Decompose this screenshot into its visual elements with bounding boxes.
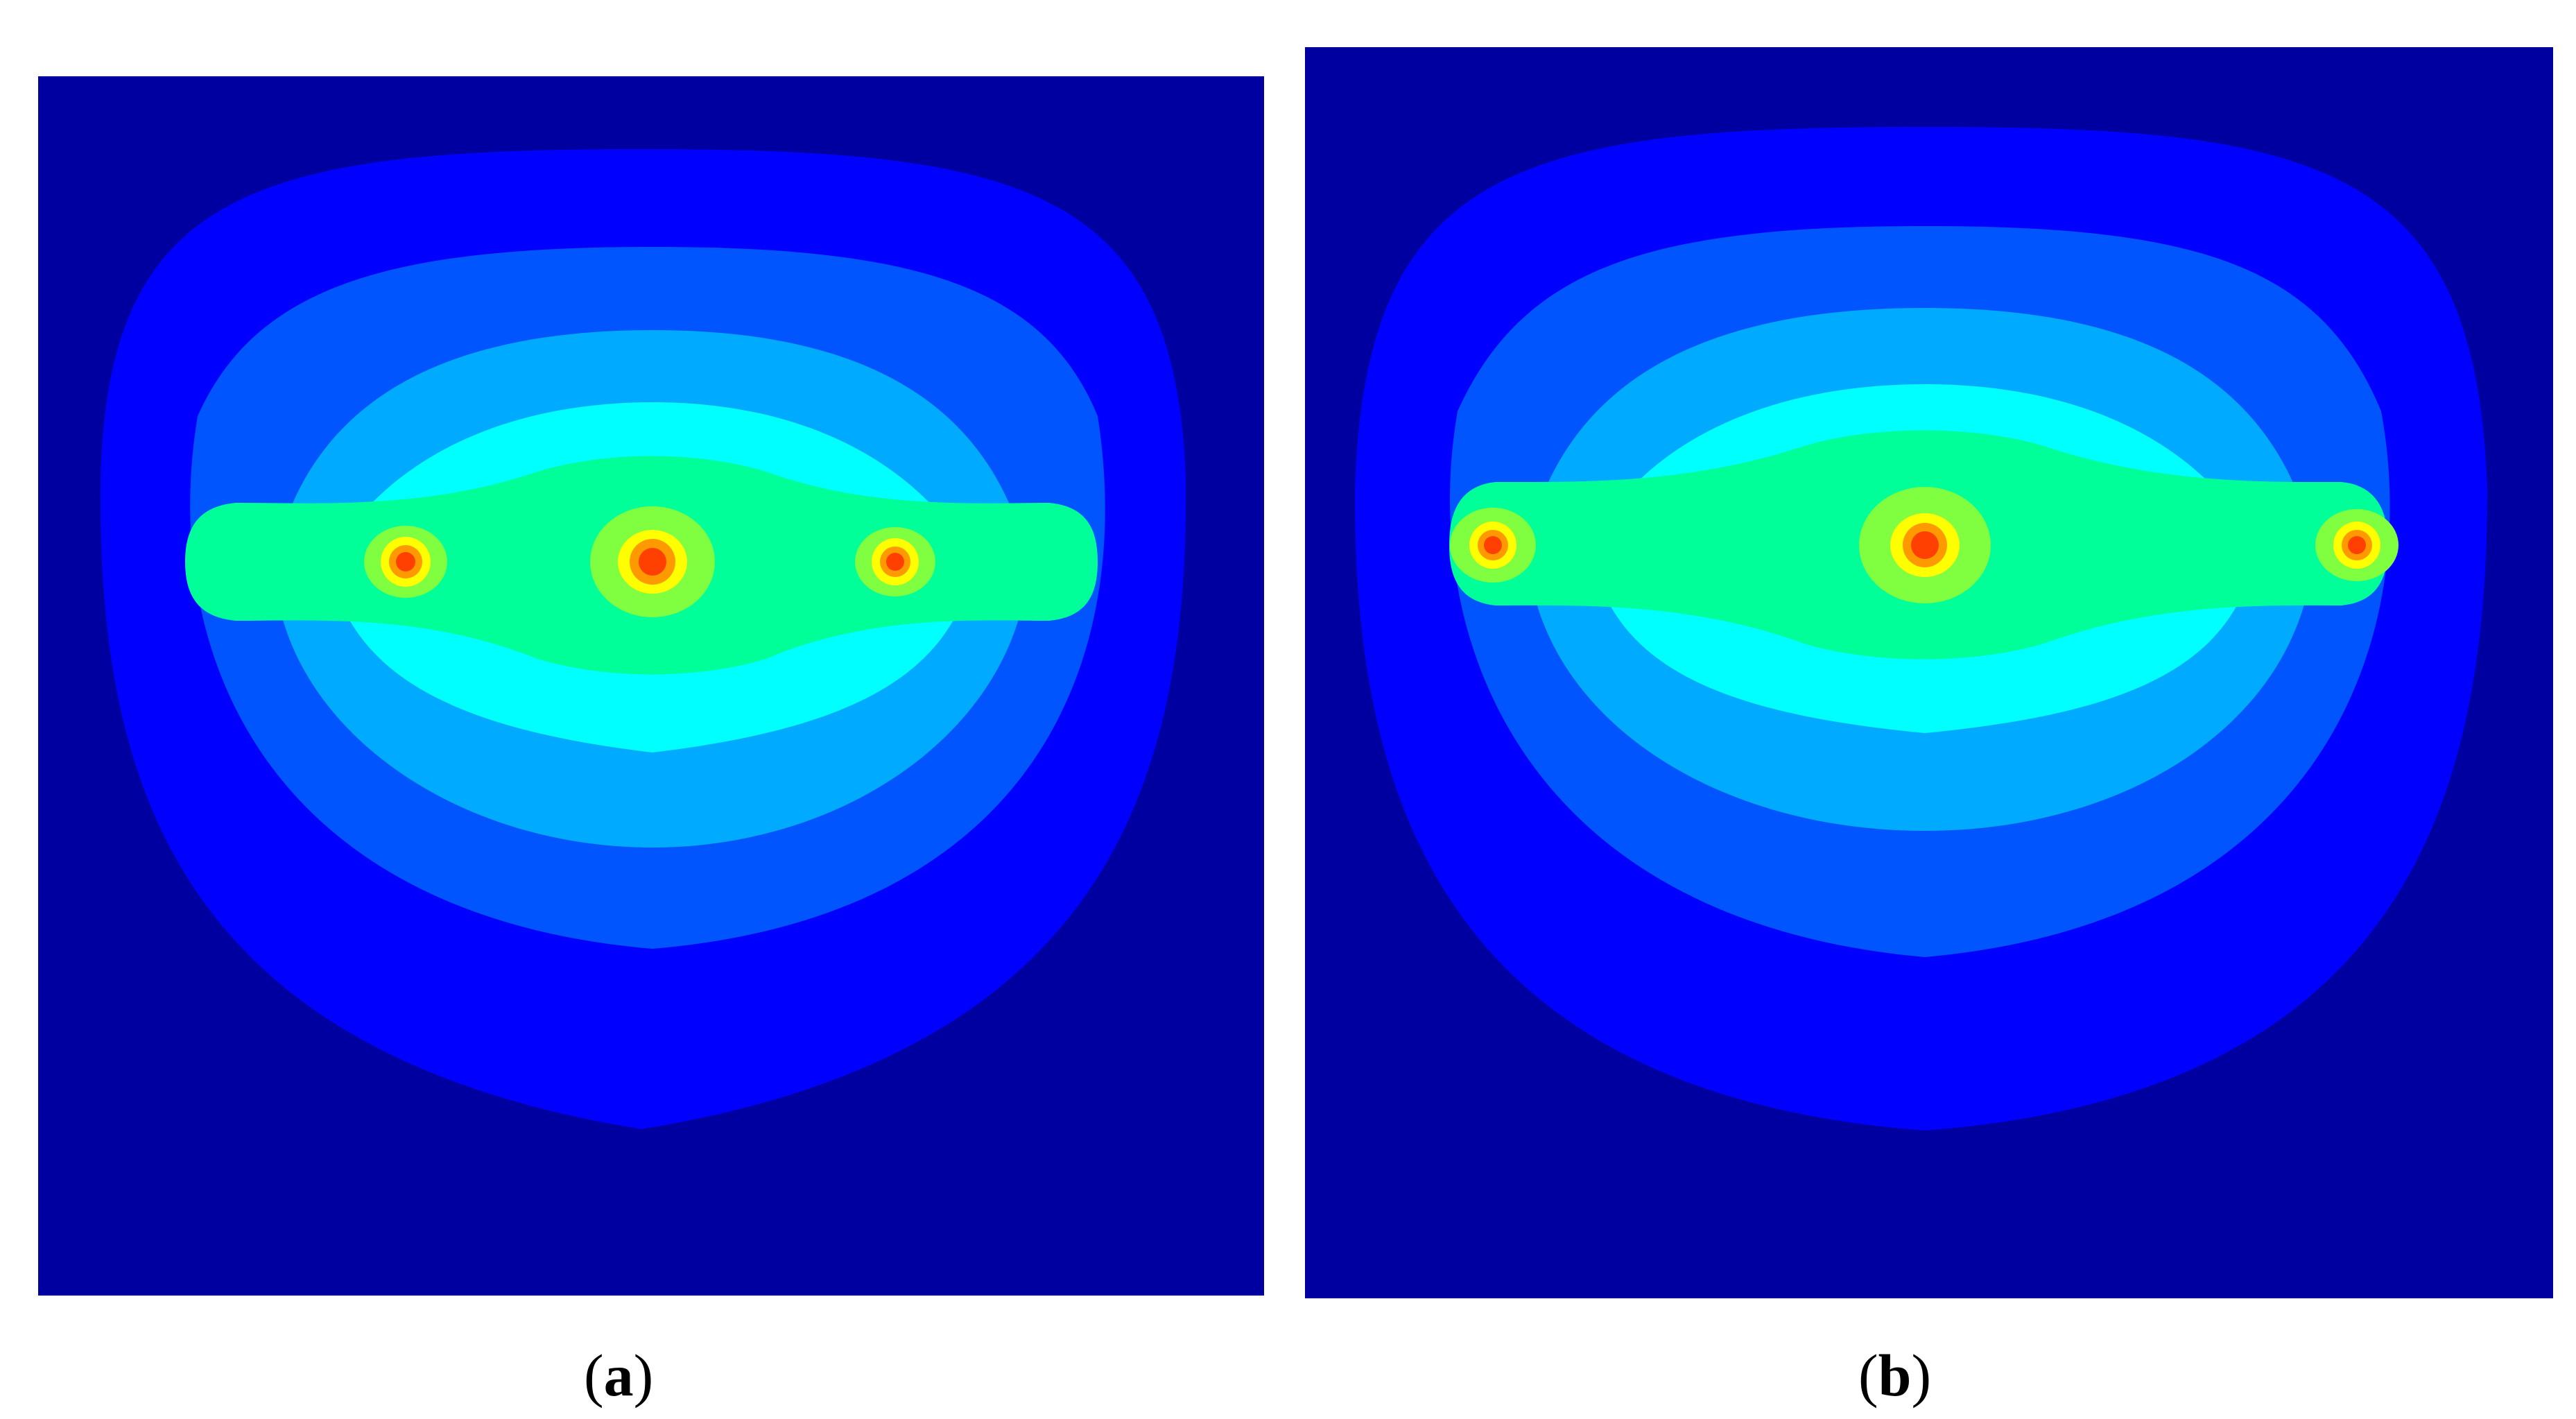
contour-plot-b <box>1305 47 2553 1298</box>
contour-plot-a-svg <box>38 76 1264 1296</box>
source-left-ring-a-4 <box>396 552 415 571</box>
caption-b-open: ( <box>1858 1342 1878 1409</box>
caption-a-letter: a <box>603 1342 634 1409</box>
source-left-ring-b-4 <box>1484 536 1502 554</box>
caption-a-open: ( <box>584 1342 604 1409</box>
caption-b-close: ) <box>1911 1342 1932 1409</box>
source-right-ring-a-4 <box>886 553 904 571</box>
contour-plot-a <box>38 76 1264 1296</box>
source-center-ring-b-4 <box>1911 531 1939 559</box>
source-right-ring-b-4 <box>2348 536 2366 554</box>
panel-caption-b: (b) <box>1858 1345 1931 1405</box>
caption-b-letter: b <box>1878 1342 1912 1409</box>
source-center-ring-a-4 <box>639 548 666 576</box>
panel-caption-a: (a) <box>584 1345 653 1405</box>
caption-a-close: ) <box>633 1342 654 1409</box>
contour-plot-b-svg <box>1305 47 2553 1298</box>
